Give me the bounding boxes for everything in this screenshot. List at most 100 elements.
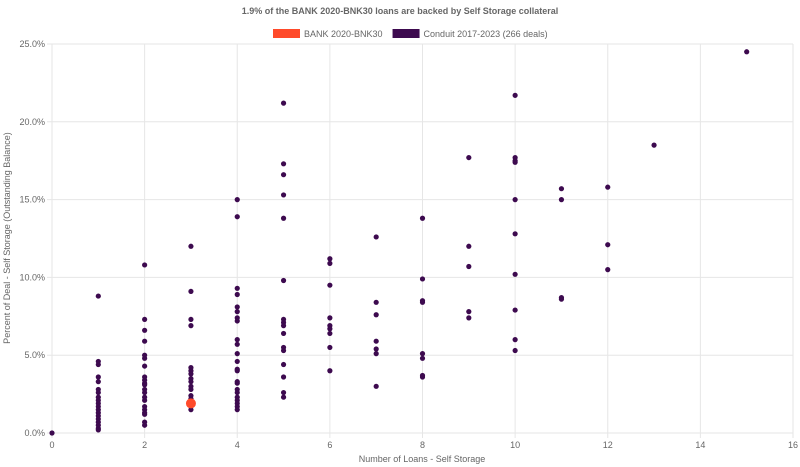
conduit-point: [373, 234, 379, 240]
x-tick-label: 10: [510, 440, 520, 450]
conduit-point: [142, 363, 148, 369]
conduit-point: [327, 256, 333, 262]
conduit-point: [280, 215, 287, 221]
conduit-point: [373, 338, 379, 344]
conduit-point: [142, 411, 148, 417]
legend-swatch: [273, 29, 300, 38]
conduit-point: [234, 214, 240, 220]
conduit-point: [95, 379, 101, 385]
conduit-point: [512, 197, 518, 203]
conduit-point: [280, 172, 287, 178]
points: [49, 49, 750, 436]
conduit-point: [280, 192, 287, 198]
x-tick-label: 8: [420, 440, 425, 450]
conduit-point: [419, 215, 426, 221]
x-tick-label: 2: [142, 440, 147, 450]
conduit-point: [188, 288, 194, 295]
y-axis-label: Percent of Deal - Self Storage (Outstand…: [2, 132, 12, 344]
conduit-point: [512, 271, 518, 277]
conduit-point: [95, 293, 101, 299]
y-tick-label: 10.0%: [19, 272, 45, 282]
conduit-point: [234, 341, 240, 347]
conduit-point: [558, 197, 565, 203]
ticks: 0 2 4 6 8 10 12 14 16 0.0% 5.0% 10.0% 15.0% 20.0% 25.0…: [19, 39, 798, 450]
x-tick-label: 16: [788, 440, 798, 450]
legend-swatch: [392, 29, 420, 38]
conduit-point: [605, 242, 611, 248]
conduit-point: [373, 383, 379, 389]
conduit-point: [234, 407, 240, 413]
conduit-point: [512, 231, 518, 237]
conduit-point: [234, 368, 240, 374]
conduit-point: [373, 351, 379, 357]
conduit-point: [327, 326, 333, 332]
conduit-point: [188, 371, 194, 377]
conduit-point: [373, 299, 379, 305]
conduit-point: [327, 368, 333, 374]
x-tick-label: 6: [327, 440, 332, 450]
y-tick-label: 20.0%: [19, 117, 45, 127]
legend-label: Conduit 2017-2023 (266 deals): [424, 29, 548, 39]
conduit-point: [234, 351, 240, 357]
conduit-point: [188, 407, 194, 413]
conduit-point: [605, 184, 611, 190]
chart-title: 1.9% of the BANK 2020-BNK30 loans are ba…: [242, 6, 559, 16]
conduit-point: [95, 389, 101, 396]
conduit-point: [234, 285, 240, 291]
conduit-point: [280, 161, 287, 167]
conduit-point: [142, 262, 148, 268]
grid: [47, 43, 794, 438]
conduit-point: [95, 427, 101, 433]
conduit-point: [512, 337, 518, 343]
conduit-point: [280, 361, 287, 368]
conduit-point: [512, 159, 518, 165]
conduit-point: [605, 267, 611, 273]
conduit-point: [280, 323, 287, 329]
conduit-point: [327, 315, 333, 321]
conduit-point: [234, 318, 240, 324]
conduit-point: [512, 307, 518, 313]
conduit-point: [142, 327, 148, 333]
conduit-point: [142, 422, 148, 428]
conduit-point: [234, 380, 240, 386]
conduit-point: [142, 397, 148, 403]
y-tick-label: 0.0%: [24, 428, 45, 438]
conduit-point: [188, 386, 194, 393]
conduit-point: [466, 315, 472, 321]
bank-point: [185, 398, 196, 409]
x-tick-label: 12: [603, 440, 613, 450]
y-tick-label: 5.0%: [24, 350, 45, 360]
conduit-point: [419, 351, 426, 357]
conduit-point: [188, 379, 194, 385]
conduit-point: [419, 299, 426, 305]
conduit-point: [280, 394, 287, 400]
y-tick-label: 25.0%: [19, 39, 45, 49]
conduit-point: [373, 346, 379, 352]
conduit-point: [280, 330, 287, 337]
conduit-point: [327, 344, 333, 351]
conduit-point: [419, 355, 426, 361]
conduit-point: [651, 142, 657, 148]
conduit-point: [466, 243, 472, 249]
y-tick-label: 15.0%: [19, 195, 45, 205]
conduit-point: [234, 304, 240, 310]
conduit-point: [558, 186, 565, 192]
conduit-point: [280, 100, 287, 106]
conduit-point: [373, 312, 379, 318]
conduit-point: [744, 49, 750, 55]
conduit-point: [142, 389, 148, 396]
conduit-point: [142, 382, 148, 388]
conduit-point: [95, 374, 101, 380]
conduit-point: [466, 263, 472, 270]
x-tick-label: 4: [235, 440, 240, 450]
conduit-point: [280, 277, 287, 284]
conduit-point: [280, 389, 287, 396]
conduit-point: [419, 276, 426, 282]
conduit-point: [280, 347, 287, 354]
conduit-point: [234, 197, 240, 203]
legend[interactable]: BANK 2020-BNK30 Conduit 2017-2023 (266 de…: [273, 29, 548, 39]
conduit-point: [188, 243, 194, 249]
conduit-point: [234, 358, 240, 365]
